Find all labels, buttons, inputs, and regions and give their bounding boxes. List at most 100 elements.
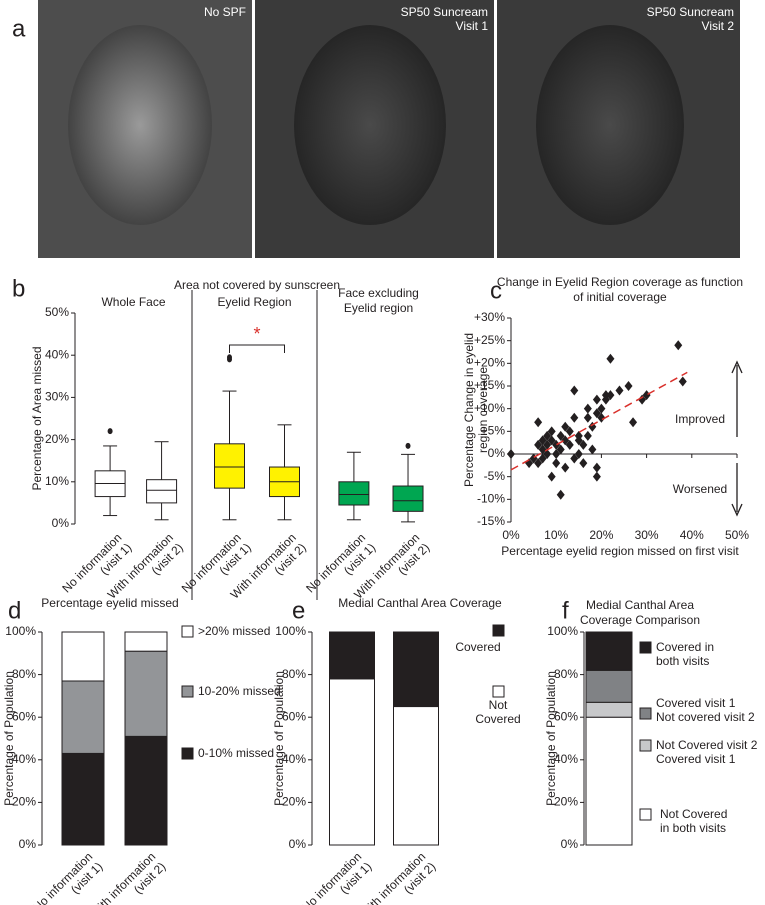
box	[146, 479, 178, 504]
group-label: Eyelid Region	[217, 295, 291, 309]
chart-title: Change in Eyelid Region coverage as func…	[497, 275, 743, 289]
box	[214, 443, 245, 489]
y-axis-label: Percentage of Population	[272, 671, 286, 806]
x-tick-label: 50%	[725, 528, 749, 542]
y-tick-label: 30%	[45, 390, 69, 404]
point	[678, 376, 687, 387]
bar-segment	[585, 669, 633, 703]
y-tick-label: 20%	[12, 795, 36, 809]
point	[674, 340, 683, 351]
point	[642, 390, 651, 401]
point	[583, 412, 592, 423]
y-tick-label: 0%	[561, 837, 579, 851]
point	[574, 449, 583, 459]
bar-segment	[393, 706, 439, 846]
legend-swatch	[639, 707, 652, 720]
y-tick-label: 100%	[5, 624, 36, 638]
y-tick-label: 20%	[45, 432, 69, 446]
point	[552, 458, 561, 469]
rotated-label: Percentage of Population	[544, 671, 558, 806]
legend-label: Covered visit 1	[656, 752, 736, 766]
group-label: Whole Face	[101, 295, 165, 309]
legend-swatch	[639, 808, 652, 821]
point	[601, 390, 610, 401]
point	[583, 430, 592, 441]
y-tick-label: 60%	[12, 709, 36, 723]
chart-title: Medial Canthal Area Coverage	[338, 596, 502, 610]
x-tick-label: 30%	[635, 528, 659, 542]
photo-caption: No SPF	[204, 5, 246, 19]
point	[547, 471, 556, 482]
y-tick-label: +10%	[474, 401, 505, 415]
y-tick-label: 50%	[45, 305, 69, 319]
legend-label: Not	[489, 698, 508, 712]
y-tick-label: 40%	[12, 752, 36, 766]
point	[615, 385, 624, 396]
rotated-label: With information(visit 2)	[357, 849, 438, 905]
point	[597, 412, 606, 423]
chart-title: Percentage eyelid missed	[41, 596, 178, 610]
panel-label: e	[292, 597, 305, 624]
y-tick-label: 20%	[554, 795, 578, 809]
point	[543, 439, 552, 450]
x-tick-label: 0%	[502, 528, 520, 542]
y-tick-label: 0%	[19, 837, 37, 851]
panel-label: d	[8, 597, 21, 624]
chart-title: Area not covered by sunscreen	[174, 278, 340, 292]
legend-swatch	[181, 625, 194, 638]
rotated-label: No information(visit 1)	[30, 849, 105, 905]
annotation: Improved	[675, 412, 725, 426]
point	[570, 412, 579, 423]
y-axis-label: Percentage of Population	[2, 671, 16, 806]
arrow	[731, 360, 743, 437]
legend-label: 0-10% missed	[198, 746, 274, 760]
group-label: Eyelid region	[344, 301, 413, 315]
point	[588, 444, 597, 455]
bar-segment	[585, 701, 633, 718]
point	[538, 444, 547, 455]
point	[561, 421, 570, 432]
y-tick-label: -10%	[477, 492, 505, 506]
y-tick-label: +25%	[474, 333, 505, 347]
rotated-label: No information(visit 1)	[59, 530, 134, 595]
outlier	[107, 428, 113, 435]
point	[574, 435, 583, 446]
legend-label: >20% missed	[198, 624, 270, 638]
face	[68, 25, 212, 225]
box	[338, 481, 370, 506]
y-axis-label: region coverage	[476, 367, 490, 453]
y-tick-label: 40%	[45, 347, 69, 361]
point	[556, 430, 565, 441]
legend-swatch	[492, 685, 505, 698]
bar-segment	[61, 680, 105, 754]
point	[556, 489, 565, 500]
chart-title: of initial coverage	[573, 290, 667, 304]
bar-segment	[585, 716, 633, 846]
point	[570, 453, 579, 464]
y-tick-label: 40%	[282, 752, 306, 766]
point	[579, 458, 588, 469]
group-label: Face excluding	[338, 286, 419, 300]
point	[579, 439, 588, 450]
face	[294, 25, 446, 225]
legend-label: Not covered visit 2	[656, 710, 755, 724]
rotated-label: Percentage of Population	[2, 671, 16, 806]
chart-title: Coverage Comparison	[580, 613, 700, 627]
legend-label: Covered	[455, 640, 500, 654]
bar-segment	[585, 631, 633, 671]
face	[536, 25, 684, 225]
point	[507, 449, 515, 459]
point	[534, 417, 543, 428]
legend-label: Covered visit 1	[656, 696, 736, 710]
point	[583, 403, 592, 414]
rotated-label: No information(visit 1)	[299, 849, 374, 905]
point	[624, 381, 633, 391]
y-axis-label: Percentage of Population	[544, 671, 558, 806]
bar-segment	[61, 631, 105, 682]
rotated-label: Percentage of Area missed	[30, 346, 44, 490]
significance-star: *	[253, 324, 260, 344]
bar-segment	[124, 631, 168, 652]
point	[565, 439, 574, 450]
point	[552, 439, 561, 450]
